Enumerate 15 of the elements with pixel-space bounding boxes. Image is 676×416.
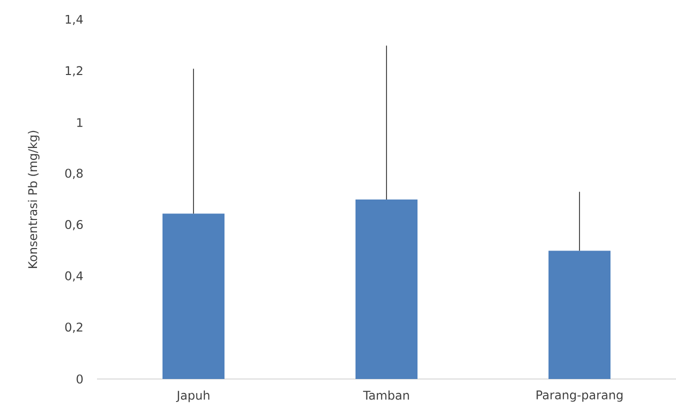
x-tick-label: Parang-parang [536,390,622,402]
y-axis-title: Konsentrasi Pb (mg/kg) [28,130,40,268]
y-tick-label: 0 [76,374,83,384]
y-tick-label: 0,6 [65,220,83,230]
x-tick-label: Tamban [363,390,409,400]
y-tick-label: 1 [77,118,82,127]
bar [356,199,418,379]
bar [548,250,611,379]
y-tick-label: 1,4 [66,14,83,26]
y-tick-label: 0,8 [65,168,83,179]
bar [162,214,224,379]
y-tick-label: 0,2 [65,322,82,333]
y-tick-label: 0,4 [65,271,83,282]
y-tick-label: 1,2 [66,66,82,76]
x-tick-label: Japuh [176,390,210,402]
